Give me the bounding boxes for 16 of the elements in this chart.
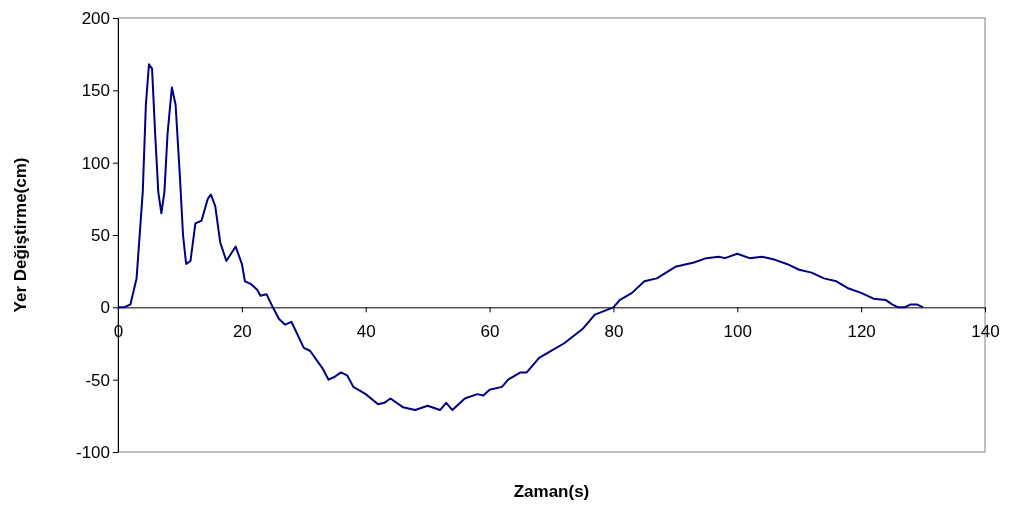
y-tick-label: 200: [81, 8, 110, 28]
x-tick-label: 120: [847, 322, 876, 342]
x-tick-label: 40: [356, 322, 376, 342]
y-tick-label: -100: [75, 442, 110, 462]
y-tick-label: 100: [81, 153, 110, 173]
x-tick-label: 80: [604, 322, 624, 342]
x-axis-title: Zaman(s): [513, 482, 590, 501]
y-tick-label: 150: [81, 81, 110, 101]
x-tick-label: 20: [232, 322, 252, 342]
y-axis-title: Yer Değiştirme(cm): [11, 157, 30, 313]
x-tick-label: 100: [723, 322, 752, 342]
y-tick-label: -50: [85, 370, 110, 390]
y-tick-label: 50: [91, 225, 110, 245]
x-tick-label: 140: [971, 322, 1000, 342]
x-tick-label: 60: [480, 322, 500, 342]
y-tick-label: 0: [100, 298, 110, 318]
